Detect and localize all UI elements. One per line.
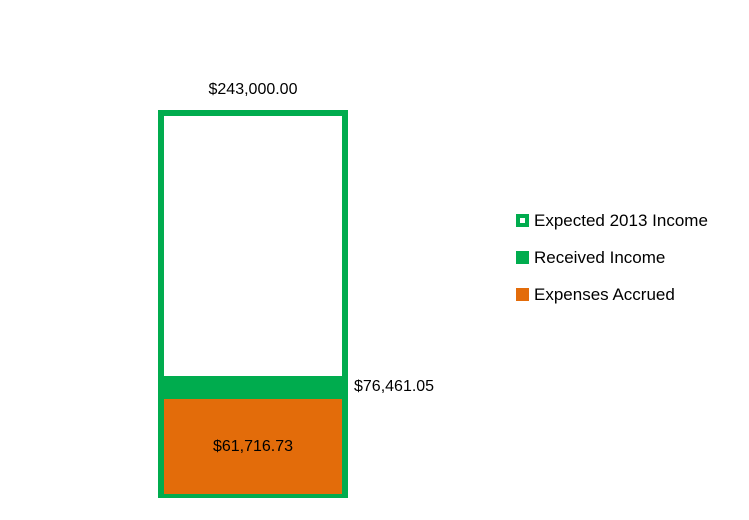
legend-item-expected-income[interactable]: Expected 2013 Income: [516, 210, 708, 231]
bar-expenses-accrued[interactable]: $61,716.73: [164, 399, 342, 494]
legend: Expected 2013 Income Received Income Exp…: [516, 210, 708, 321]
legend-item-expenses-accrued[interactable]: Expenses Accrued: [516, 284, 708, 305]
legend-item-received-income[interactable]: Received Income: [516, 247, 708, 268]
plot-area: $61,716.73: [158, 110, 348, 498]
filled-orange-square-icon: [516, 288, 529, 301]
legend-label: Received Income: [534, 248, 666, 267]
legend-label: Expected 2013 Income: [534, 211, 708, 230]
data-label-expected-income: $243,000.00: [208, 81, 298, 98]
data-label-received-income: $76,461.05: [354, 378, 435, 395]
filled-green-square-icon: [516, 251, 529, 264]
outlined-green-square-icon: [516, 214, 529, 227]
data-label-expenses-accrued: $61,716.73: [212, 437, 294, 455]
legend-label: Expenses Accrued: [534, 285, 675, 304]
